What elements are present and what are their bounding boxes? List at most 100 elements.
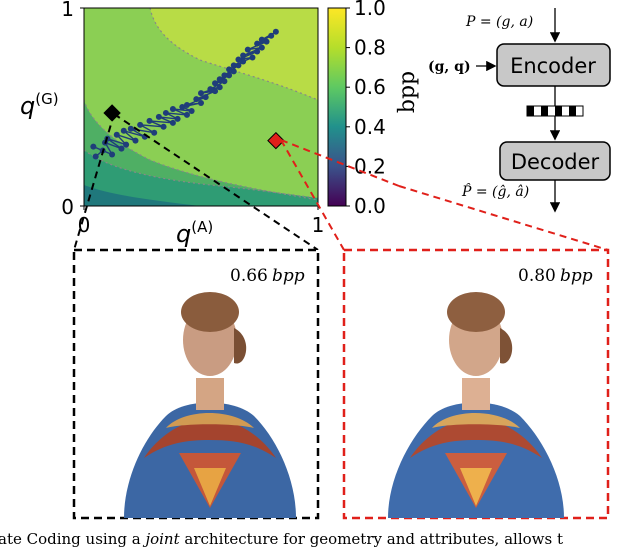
path-point [127,125,134,132]
colorbar-tick-label: 0.8 [354,36,386,60]
figure-caption: ate Coding using a joint architecture fo… [0,530,640,548]
diamond-marker-1 [267,131,285,150]
colorbar-tick-label: 0.0 [354,194,386,218]
connector-red-mid [280,139,400,187]
x-axis-label: q(A) [176,218,213,248]
path-point [90,143,97,150]
caption-text-after: architecture for geometry and attributes… [179,530,563,548]
heatmap-plot [84,8,318,206]
path-point [109,151,116,158]
plot-frame [83,7,319,207]
path-point [188,107,195,114]
path-point [160,123,167,130]
path-point [179,104,186,110]
path-point [169,119,176,126]
path-point [235,62,242,69]
x-tick-1: 1 [312,213,325,237]
colorbar [327,7,347,207]
contour-line-3 [84,149,318,199]
diamond-marker-0 [103,104,121,122]
path-point [174,115,181,122]
path-point [162,109,169,116]
right-panel-unit: bpp [560,266,593,286]
path-point [118,145,125,152]
x-tick-0: 0 [78,213,91,237]
input-label: P = (g, a) [465,14,533,30]
path-point [240,58,247,65]
bitstream-icon [526,105,584,117]
y-tick-0: 0 [61,195,74,219]
path-point [123,141,130,148]
path-point [221,78,228,85]
path-point [240,52,247,59]
path-point [183,111,190,118]
caption-text-before: ate Coding using a [0,530,146,548]
path-point [198,100,204,107]
path-point [230,68,237,75]
path-point [235,56,242,63]
path-point [92,153,99,160]
colorbar-ticks: 0.0 0.2 0.4 0.6 0.8 1.0 [346,0,386,218]
path-point [120,127,127,134]
path-point [244,46,251,53]
path-point [216,84,223,91]
side-input-label: (g, q) [428,59,471,75]
left-panel-unit: bpp [272,266,305,286]
path-point [249,54,256,61]
connector-black-right [113,113,319,251]
y-tick-1: 1 [61,0,74,21]
path-point [272,28,279,35]
contour-region-low [84,150,318,206]
path-point [137,121,144,128]
axis-ticks [80,7,319,210]
decoder-label: Decoder [511,150,600,174]
path-point [263,38,270,45]
path-point [226,66,233,73]
path-point [221,72,228,79]
path-point [202,94,209,101]
contour-line-1 [149,8,318,101]
encoder-box [496,43,611,87]
path-point [151,129,158,136]
output-label: P̂ = (ĝ, â) [461,182,529,200]
path-point [183,102,190,109]
connector-red-left [280,139,345,251]
right-panel-value: 0.80 [518,266,556,286]
encoder-label: Encoder [510,54,596,78]
path-point [254,48,261,55]
left-person-image [124,292,296,518]
path-point [212,80,219,87]
path-point [198,90,204,97]
colorbar-tick-label: 0.2 [354,154,386,178]
path-point [193,96,200,103]
right-person-image [388,292,564,518]
path-point [207,86,214,93]
path-point [212,88,219,95]
path-point [258,36,265,43]
left-panel-value: 0.66 [230,266,268,286]
path-point [169,105,176,112]
marker-layer [103,104,285,150]
path-point [258,44,265,51]
optimization-path [90,28,279,160]
caption-emph: joint [145,530,180,548]
contour-region-lowest [84,185,200,206]
path-point [268,32,275,39]
colorbar-label: bpp [395,71,420,113]
path-point [216,76,223,83]
path-point [146,117,153,124]
path-point [254,40,261,47]
connector-red-right [398,185,609,251]
path-point [155,113,162,120]
colorbar-tick-label: 0.6 [354,75,386,99]
colorbar-tick-label: 1.0 [354,0,386,20]
contour-line-2 [84,99,318,201]
codec-diagram: P = (g, a) Encoder (g, q) Decoder P̂ = (… [428,8,611,213]
path-point [132,137,139,144]
y-axis-label: q(G) [20,90,59,120]
path-point [230,62,237,69]
path-point [113,131,120,138]
colorbar-tick-label: 0.4 [354,115,386,139]
path-point [226,72,233,79]
